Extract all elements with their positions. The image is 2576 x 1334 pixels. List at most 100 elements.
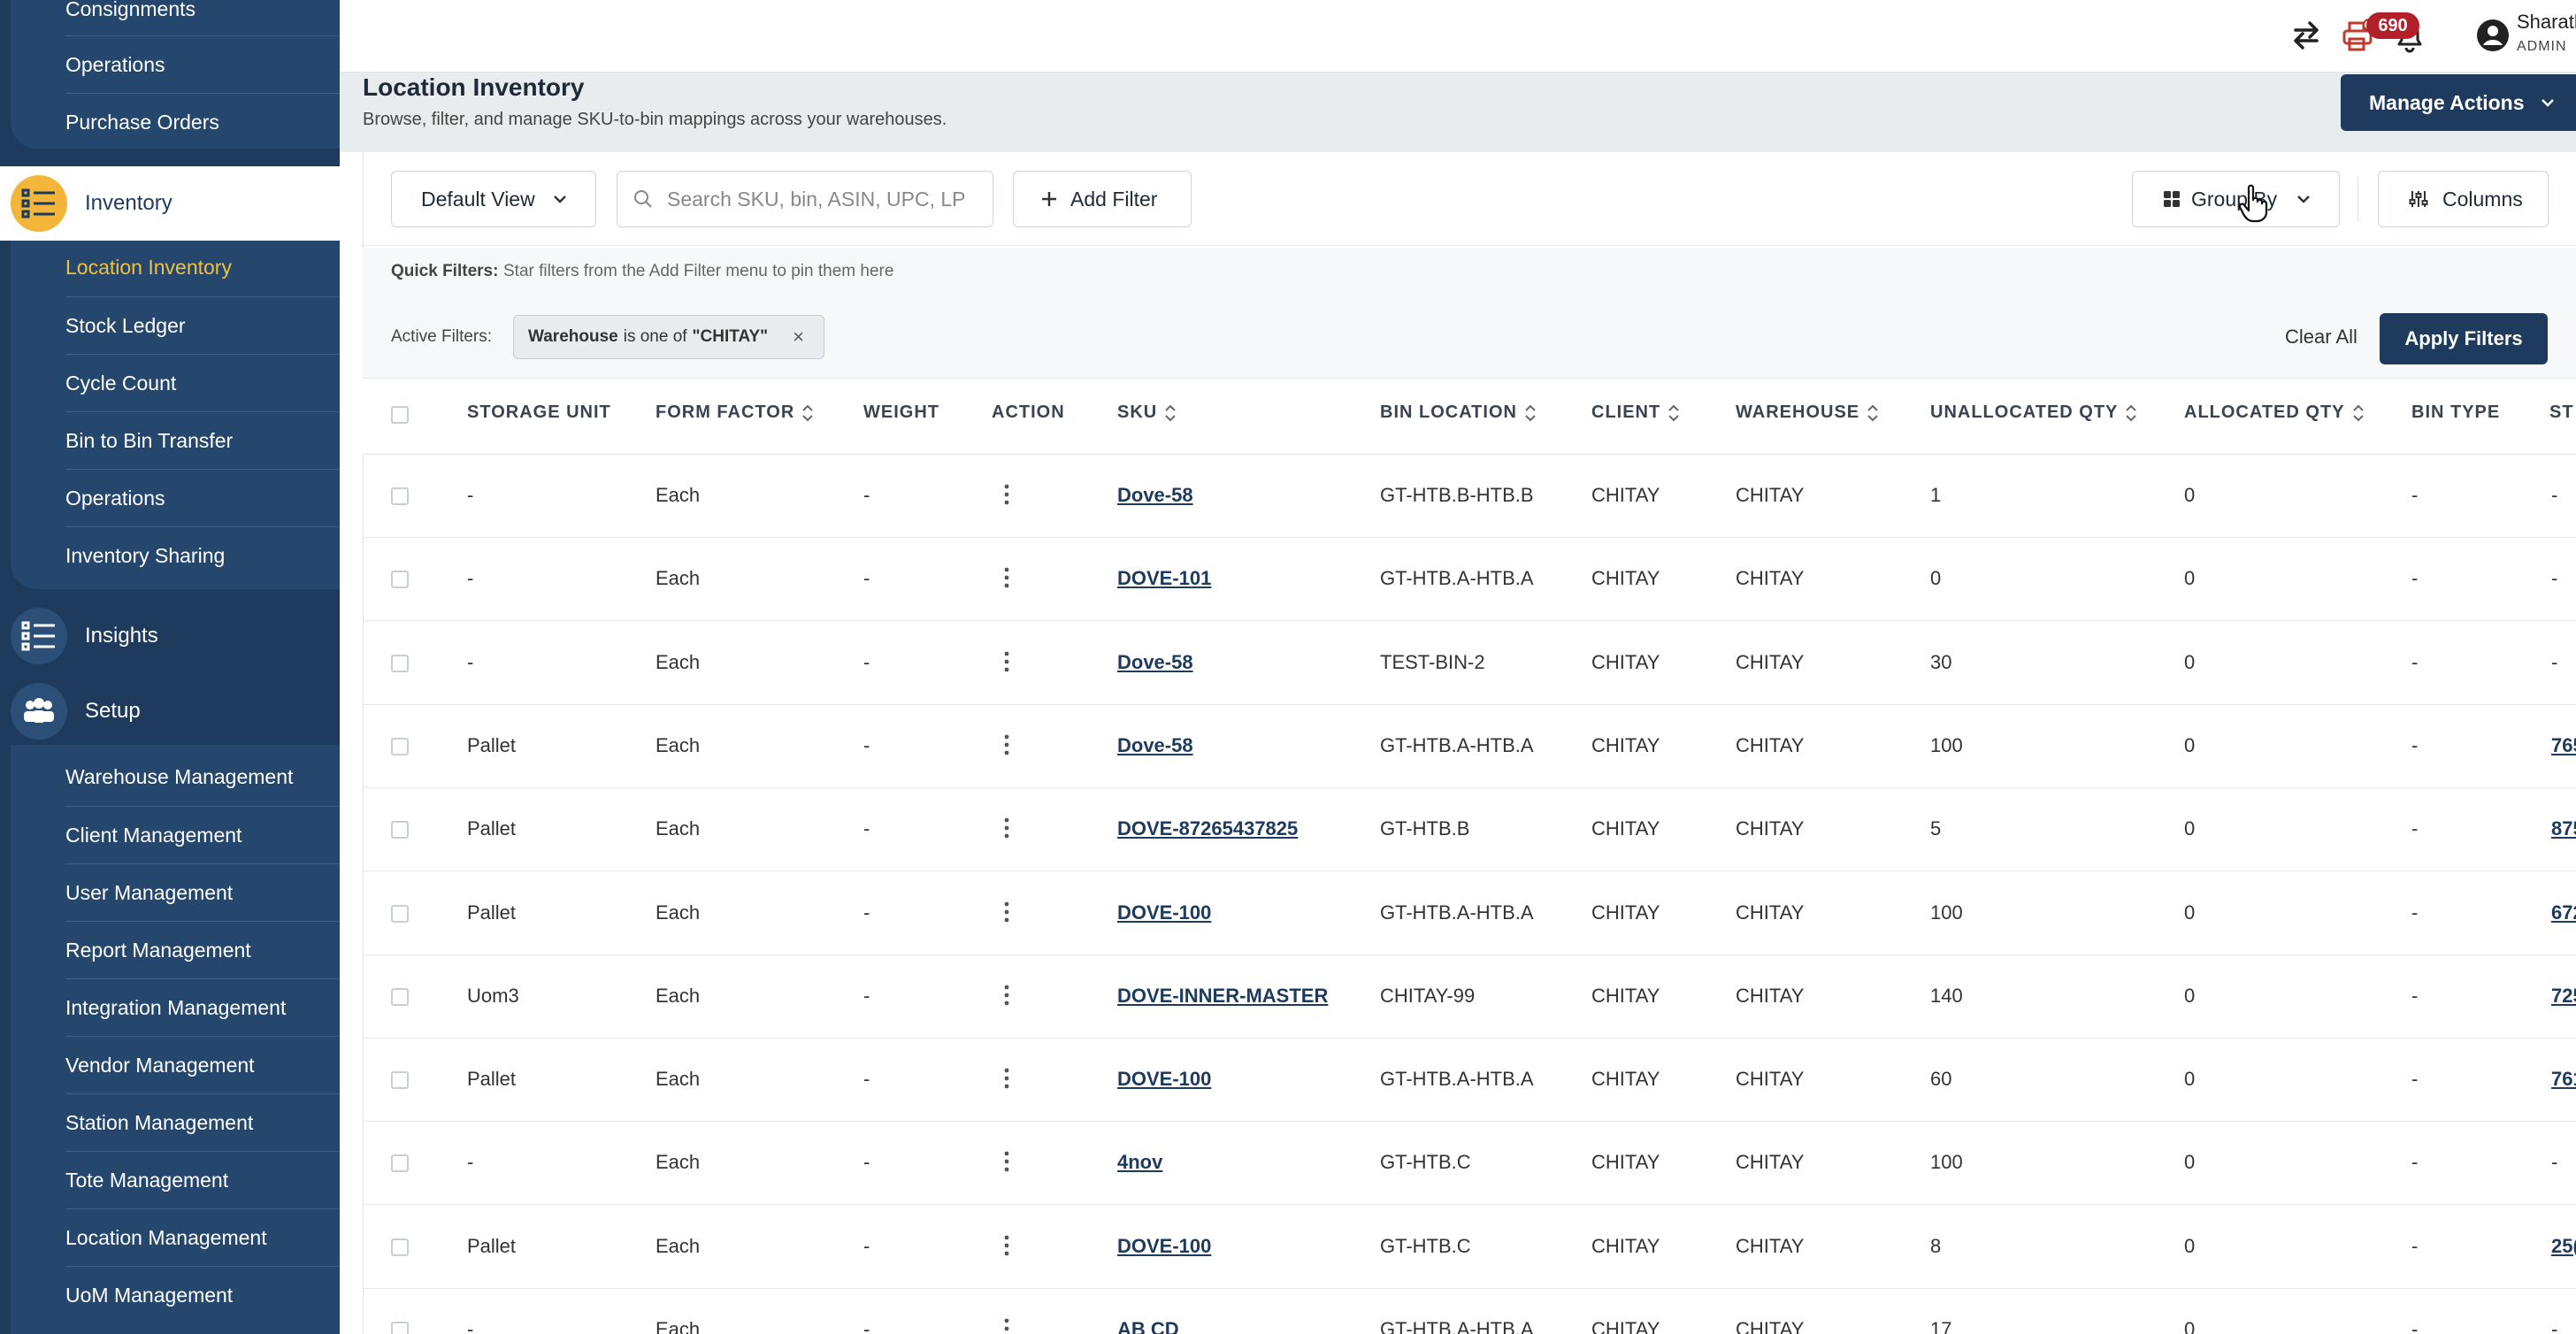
notification-badge[interactable]: 690 bbox=[2366, 12, 2419, 39]
row-checkbox[interactable] bbox=[391, 1238, 409, 1256]
sort-icon[interactable] bbox=[1867, 403, 1879, 423]
sidebar-item-inventory-sharing[interactable]: Inventory Sharing bbox=[65, 526, 340, 584]
row-checkbox[interactable] bbox=[391, 904, 409, 923]
row-checkbox[interactable] bbox=[391, 821, 409, 840]
sidebar-item-stock-ledger[interactable]: Stock Ledger bbox=[65, 296, 340, 354]
search-input[interactable]: Search SKU, bin, ASIN, UPC, LP bbox=[617, 171, 993, 227]
sort-icon[interactable] bbox=[1668, 403, 1680, 423]
sidebar-item-location-inventory[interactable]: Location Inventory bbox=[65, 256, 232, 279]
row-checkbox[interactable] bbox=[391, 987, 409, 1006]
filter-chip[interactable]: Warehouse is one of "CHITAY" × bbox=[513, 315, 824, 359]
sort-icon[interactable] bbox=[2352, 403, 2365, 423]
th-bin-location[interactable]: BIN LOCATION bbox=[1380, 402, 1537, 423]
group-by-button[interactable]: Group By bbox=[2132, 171, 2340, 227]
cell-sku[interactable]: Dove-58 bbox=[1117, 484, 1193, 506]
sidebar-item-tote-management[interactable]: Tote Management bbox=[65, 1151, 340, 1208]
sidebar-section-inventory[interactable]: Inventory bbox=[0, 166, 340, 241]
more-vertical-icon[interactable] bbox=[1004, 484, 1009, 505]
cell-st[interactable]: 761 bbox=[2551, 1068, 2576, 1091]
sidebar-item-client-management[interactable]: Client Management bbox=[65, 806, 340, 863]
clear-all-button[interactable]: Clear All bbox=[2285, 326, 2358, 348]
cell-sku[interactable]: 4nov bbox=[1117, 1151, 1163, 1174]
row-checkbox[interactable] bbox=[391, 737, 409, 755]
table-row[interactable] bbox=[363, 455, 2576, 538]
table-row[interactable] bbox=[363, 1122, 2576, 1206]
sidebar-item-integration-management[interactable]: Integration Management bbox=[65, 978, 340, 1036]
row-checkbox[interactable] bbox=[391, 1071, 409, 1090]
sidebar-item-purchase-orders[interactable]: Purchase Orders bbox=[65, 93, 340, 150]
sidebar-item-inventory-operations[interactable]: Operations bbox=[65, 469, 340, 526]
sidebar-item-bin-to-bin-transfer[interactable]: Bin to Bin Transfer bbox=[65, 411, 340, 469]
table-row[interactable] bbox=[363, 872, 2576, 955]
sidebar-item-user-management[interactable]: User Management bbox=[65, 863, 340, 921]
sidebar-item-station-management[interactable]: Station Management bbox=[65, 1093, 340, 1151]
sidebar-item-uom-management[interactable]: UoM Management bbox=[65, 1266, 340, 1323]
row-checkbox[interactable] bbox=[391, 1322, 409, 1334]
more-vertical-icon[interactable] bbox=[1004, 734, 1009, 755]
more-vertical-icon[interactable] bbox=[1004, 1151, 1009, 1172]
row-checkbox[interactable] bbox=[391, 654, 409, 672]
cell-sku[interactable]: AB CD bbox=[1117, 1318, 1179, 1334]
sort-icon[interactable] bbox=[801, 403, 814, 423]
cell-sku[interactable]: DOVE-100 bbox=[1117, 1068, 1212, 1091]
cell-st[interactable]: 25( bbox=[2551, 1234, 2576, 1257]
sort-icon[interactable] bbox=[2125, 403, 2137, 423]
row-checkbox[interactable] bbox=[391, 1154, 409, 1173]
select-all-checkbox[interactable] bbox=[391, 406, 409, 424]
add-filter-button[interactable]: Add Filter bbox=[1013, 171, 1192, 227]
cell-sku[interactable]: Dove-58 bbox=[1117, 733, 1193, 756]
table-row[interactable] bbox=[363, 1039, 2576, 1123]
table-row[interactable] bbox=[363, 622, 2576, 705]
sidebar-item-warehouse-management[interactable]: Warehouse Management bbox=[65, 765, 294, 788]
sidebar-section-setup[interactable]: Setup bbox=[0, 674, 340, 748]
apply-filters-button[interactable]: Apply Filters bbox=[2380, 313, 2548, 364]
close-icon[interactable]: × bbox=[793, 326, 804, 348]
th-sku[interactable]: SKU bbox=[1117, 402, 1177, 423]
table-row[interactable] bbox=[363, 538, 2576, 622]
table-row[interactable] bbox=[363, 705, 2576, 788]
cell-sku[interactable]: DOVE-INNER-MASTER bbox=[1117, 984, 1329, 1007]
more-vertical-icon[interactable] bbox=[1004, 901, 1009, 923]
manage-actions-button[interactable]: Manage Actions bbox=[2341, 74, 2576, 131]
sidebar-item-consignments[interactable]: Consignments bbox=[65, 0, 196, 20]
cell-sku[interactable]: DOVE-100 bbox=[1117, 901, 1212, 924]
cell-st[interactable]: 875 bbox=[2551, 817, 2576, 840]
th-unallocated-qty[interactable]: UNALLOCATED QTY bbox=[1930, 402, 2137, 423]
row-checkbox[interactable] bbox=[391, 571, 409, 589]
cell-st[interactable]: 725 bbox=[2551, 984, 2576, 1007]
user-name[interactable]: Sharath bbox=[2517, 11, 2576, 33]
more-vertical-icon[interactable] bbox=[1004, 651, 1009, 672]
th-allocated-qty[interactable]: ALLOCATED QTY bbox=[2184, 402, 2365, 423]
sort-icon[interactable] bbox=[1164, 403, 1177, 423]
sidebar-item-report-management[interactable]: Report Management bbox=[65, 921, 340, 978]
th-client[interactable]: CLIENT bbox=[1591, 402, 1680, 423]
th-form-factor[interactable]: FORM FACTOR bbox=[656, 402, 814, 423]
table-row[interactable] bbox=[363, 788, 2576, 872]
sidebar-item-cycle-count[interactable]: Cycle Count bbox=[65, 354, 340, 411]
view-selector[interactable]: Default View bbox=[391, 171, 596, 227]
table-row[interactable] bbox=[363, 1206, 2576, 1289]
cell-sku[interactable]: DOVE-100 bbox=[1117, 1234, 1212, 1257]
cell-sku[interactable]: DOVE-101 bbox=[1117, 567, 1212, 590]
th-warehouse[interactable]: WAREHOUSE bbox=[1736, 402, 1879, 423]
cell-st[interactable]: 765 bbox=[2551, 733, 2576, 756]
more-vertical-icon[interactable] bbox=[1004, 817, 1009, 839]
sidebar-section-insights[interactable]: Insights bbox=[0, 599, 340, 673]
more-vertical-icon[interactable] bbox=[1004, 985, 1009, 1006]
sidebar-item-vendor-management[interactable]: Vendor Management bbox=[65, 1036, 340, 1093]
table-row[interactable] bbox=[363, 955, 2576, 1039]
cell-sku[interactable]: DOVE-87265437825 bbox=[1117, 817, 1299, 840]
columns-button[interactable]: Columns bbox=[2378, 171, 2549, 227]
user-avatar-icon[interactable] bbox=[2473, 16, 2512, 55]
sidebar-item-location-management[interactable]: Location Management bbox=[65, 1208, 340, 1266]
more-vertical-icon[interactable] bbox=[1004, 1318, 1009, 1334]
row-checkbox[interactable] bbox=[391, 487, 409, 505]
more-vertical-icon[interactable] bbox=[1004, 1235, 1009, 1256]
more-vertical-icon[interactable] bbox=[1004, 567, 1009, 588]
sidebar-item-operations[interactable]: Operations bbox=[65, 35, 340, 93]
sort-icon[interactable] bbox=[1524, 403, 1537, 423]
more-vertical-icon[interactable] bbox=[1004, 1068, 1009, 1089]
cell-sku[interactable]: Dove-58 bbox=[1117, 650, 1193, 673]
swap-icon[interactable] bbox=[2287, 16, 2326, 55]
cell-st[interactable]: 672 bbox=[2551, 901, 2576, 924]
